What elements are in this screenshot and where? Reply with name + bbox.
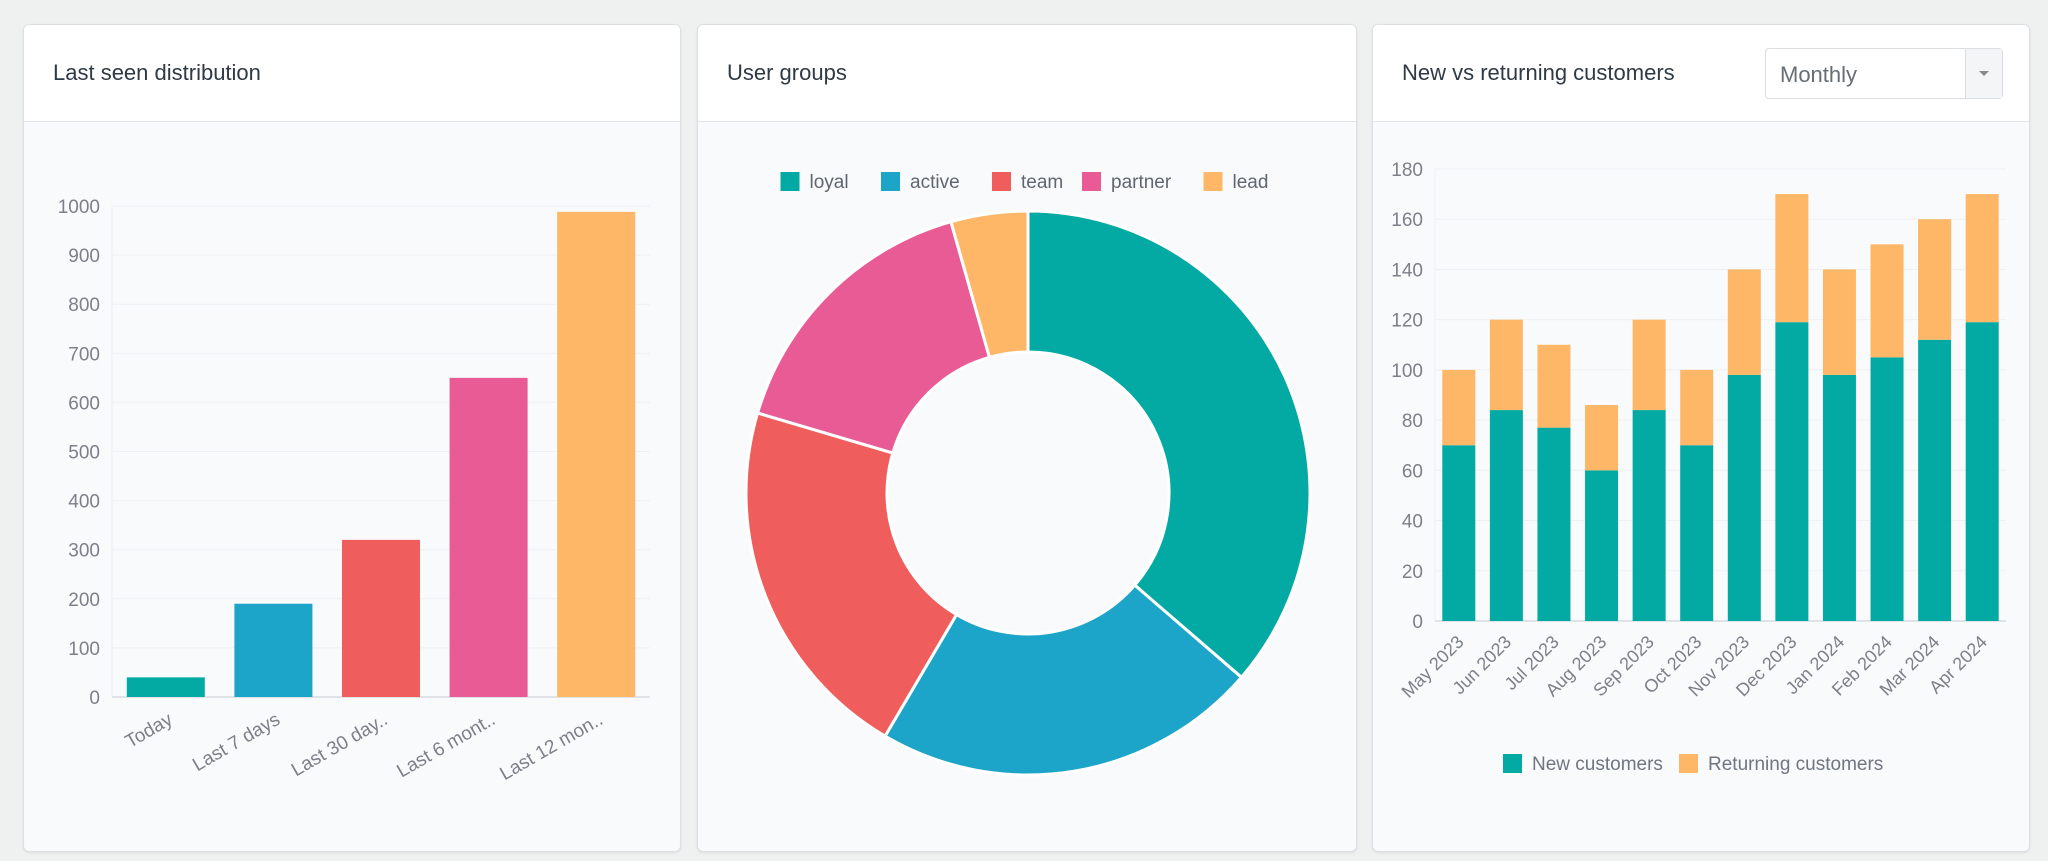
bar — [234, 603, 313, 697]
bar-segment — [1965, 322, 1999, 621]
y-tick-label: 700 — [68, 344, 100, 365]
bar-segment — [1965, 194, 1999, 323]
panel-title: User groups — [727, 60, 847, 85]
chevron-down-icon[interactable] — [1965, 49, 2002, 98]
legend-swatch — [1503, 754, 1522, 773]
y-tick-label: 80 — [1402, 411, 1423, 432]
y-tick-label: 300 — [68, 541, 100, 562]
legend-swatch — [1679, 754, 1698, 773]
bar-segment — [1537, 344, 1571, 428]
bar-segment — [1489, 410, 1523, 621]
bar-segment — [1727, 374, 1761, 621]
panel-header: Last seen distribution — [24, 25, 680, 122]
user-groups-chart: loyal active team partner lead — [744, 172, 1312, 777]
y-tick-label: 140 — [1391, 260, 1423, 281]
donut-slice — [1026, 209, 1312, 680]
x-tick-label: Last 7 days — [189, 709, 284, 776]
legend-label: team — [1021, 172, 1063, 193]
legend-swatch — [881, 172, 900, 191]
period-select-value: Monthly — [1780, 62, 1858, 87]
bar-segment — [1442, 445, 1476, 621]
bar — [342, 539, 420, 697]
bar — [126, 677, 205, 697]
bar-segment — [1537, 427, 1571, 621]
y-tick-label: 500 — [68, 443, 100, 464]
bar-segment — [1632, 319, 1666, 411]
donut-slice — [744, 411, 959, 739]
y-tick-label: 120 — [1391, 311, 1423, 332]
y-tick-label: 400 — [68, 492, 100, 513]
panel-title: Last seen distribution — [53, 60, 261, 85]
panel-header: New vs returning customers Monthly — [1373, 25, 2029, 122]
y-tick-label: 200 — [68, 590, 100, 611]
legend-label: New customers — [1532, 754, 1663, 775]
donut-slice — [883, 583, 1244, 777]
y-tick-label: 900 — [68, 246, 100, 267]
legend-label: active — [910, 172, 960, 193]
legend-swatch — [1082, 172, 1101, 191]
y-tick-label: 1000 — [58, 197, 100, 218]
legend-label: Returning customers — [1708, 754, 1883, 775]
x-tick-label: Today — [122, 709, 177, 753]
y-tick-label: 60 — [1402, 461, 1423, 482]
period-select[interactable]: Monthly — [1765, 48, 2003, 99]
bar-segment — [1680, 369, 1714, 446]
last-seen-panel: 0 100 200 300 400 500 600 700 800 900 1000 Today Las… — [23, 24, 681, 852]
bar-segment — [1585, 405, 1619, 471]
legend-label: lead — [1233, 172, 1269, 193]
legend-label: partner — [1111, 172, 1172, 193]
y-tick-label: 100 — [68, 639, 100, 660]
donut-slice — [755, 219, 992, 455]
bar-segment — [1727, 269, 1761, 375]
y-tick-label: 20 — [1402, 562, 1423, 583]
legend-label: loyal — [810, 172, 849, 193]
bar-segment — [1680, 445, 1714, 621]
bar-segment — [1822, 374, 1856, 621]
y-tick-label: 180 — [1391, 160, 1423, 181]
bar — [449, 377, 528, 697]
bar-segment — [1822, 269, 1856, 375]
bar-segment — [1489, 319, 1523, 411]
last-seen-chart: 0 100 200 300 400 500 600 700 800 900 1000 Today Las… — [58, 197, 650, 785]
legend-swatch — [1203, 172, 1223, 191]
bar-segment — [1632, 410, 1666, 621]
bar-segment — [1585, 470, 1619, 621]
bar-segment — [1918, 219, 1952, 340]
legend-swatch — [780, 172, 800, 191]
y-tick-label: 40 — [1402, 512, 1423, 533]
bar-segment — [1775, 322, 1809, 621]
x-tick-label: Last 6 mont.. — [393, 709, 499, 782]
bar-segment — [1775, 194, 1809, 323]
y-tick-label: 100 — [1391, 361, 1423, 382]
customers-panel: 0 20 40 60 80 100 120 140 160 180 May 2023 Jun 2023… — [1372, 24, 2030, 852]
bar-segment — [1870, 357, 1904, 621]
y-tick-label: 800 — [68, 295, 100, 316]
donut-slice — [949, 209, 1030, 360]
bar — [557, 211, 636, 697]
y-tick-label: 0 — [1412, 612, 1423, 633]
y-tick-label: 0 — [89, 688, 100, 709]
bar-segment — [1918, 339, 1952, 621]
bar-segment — [1870, 244, 1904, 358]
panel-title: New vs returning customers — [1402, 60, 1675, 85]
y-tick-label: 600 — [68, 393, 100, 414]
legend-swatch — [992, 172, 1011, 191]
user-groups-panel: loyal active team partner lead User groups — [697, 24, 1357, 852]
x-tick-label: Last 30 day.. — [288, 709, 392, 781]
panel-header: User groups — [698, 25, 1356, 122]
y-tick-label: 160 — [1391, 210, 1423, 231]
x-tick-label: Last 12 mon.. — [496, 709, 606, 785]
bar-segment — [1442, 369, 1476, 446]
